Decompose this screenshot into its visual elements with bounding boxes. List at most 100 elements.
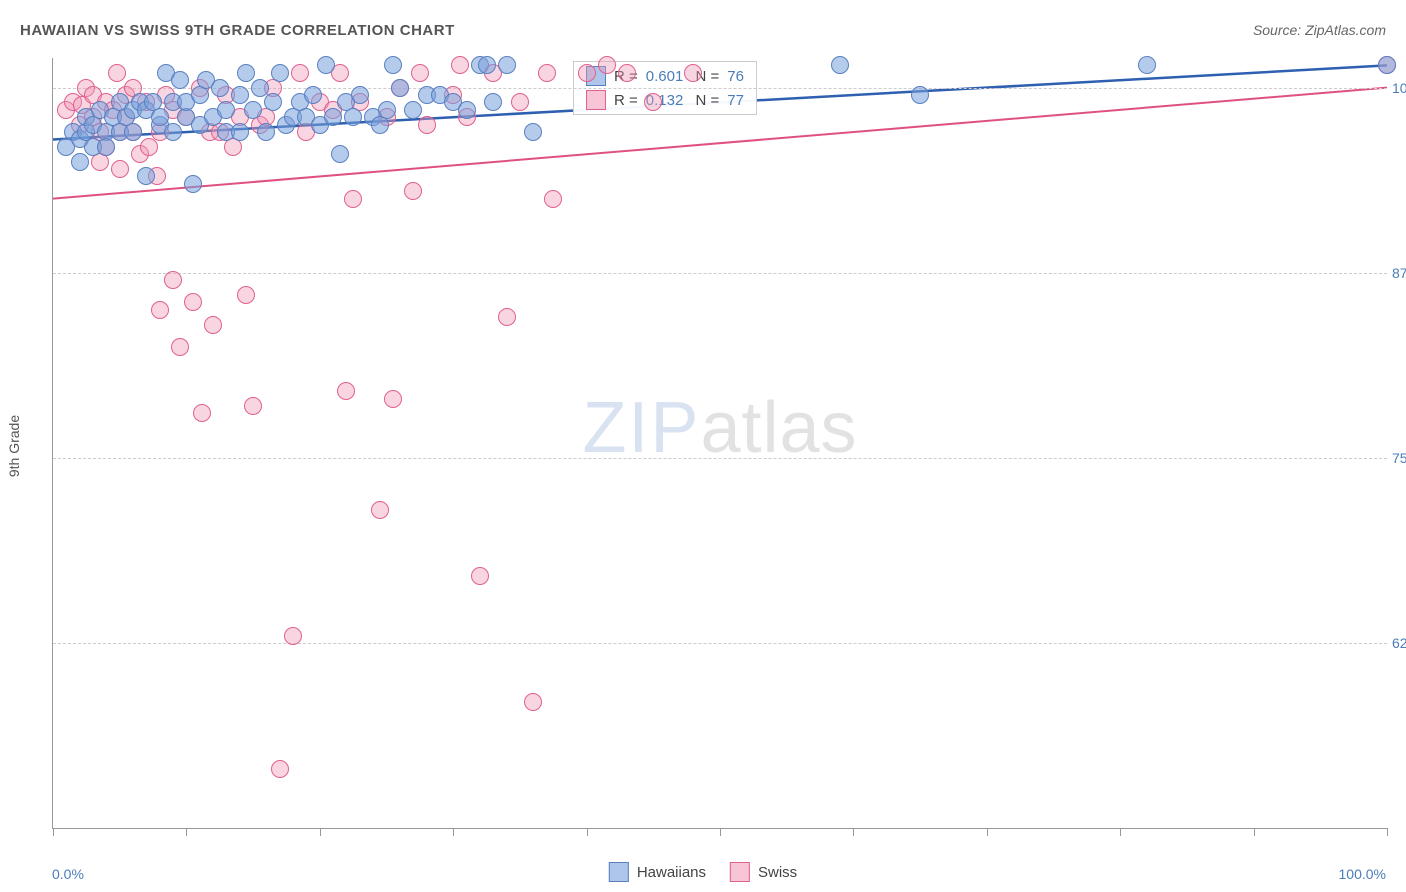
- data-point-b: [184, 293, 202, 311]
- data-point-a: [478, 56, 496, 74]
- xtick: [53, 828, 54, 836]
- data-point-b: [151, 301, 169, 319]
- data-point-a: [231, 123, 249, 141]
- data-point-a: [351, 86, 369, 104]
- data-point-a: [831, 56, 849, 74]
- data-point-a: [237, 64, 255, 82]
- legend-item-b: Swiss: [730, 862, 797, 882]
- x-min-label: 0.0%: [52, 866, 84, 882]
- data-point-b: [511, 93, 529, 111]
- data-point-b: [578, 64, 596, 82]
- data-point-b: [544, 190, 562, 208]
- data-point-b: [171, 338, 189, 356]
- data-point-b: [108, 64, 126, 82]
- chart-container: HAWAIIAN VS SWISS 9TH GRADE CORRELATION …: [0, 0, 1406, 892]
- data-point-a: [498, 56, 516, 74]
- data-point-b: [684, 64, 702, 82]
- data-point-a: [97, 138, 115, 156]
- data-point-b: [193, 404, 211, 422]
- xtick: [186, 828, 187, 836]
- xtick: [1120, 828, 1121, 836]
- data-point-a: [257, 123, 275, 141]
- xtick: [453, 828, 454, 836]
- data-point-a: [124, 123, 142, 141]
- legend-swatch-b: [730, 862, 750, 882]
- data-point-b: [411, 64, 429, 82]
- legend-label-a: Hawaiians: [637, 864, 706, 881]
- data-point-a: [1378, 56, 1396, 74]
- data-point-a: [384, 56, 402, 74]
- data-point-a: [71, 153, 89, 171]
- data-point-b: [498, 308, 516, 326]
- data-point-b: [404, 182, 422, 200]
- watermark-part1: ZIP: [582, 388, 700, 468]
- data-point-a: [251, 79, 269, 97]
- data-point-a: [137, 167, 155, 185]
- data-point-b: [111, 160, 129, 178]
- ytick-label: 75.0%: [1392, 450, 1406, 466]
- data-point-a: [171, 71, 189, 89]
- data-point-b: [538, 64, 556, 82]
- data-point-a: [1138, 56, 1156, 74]
- data-point-a: [484, 93, 502, 111]
- xtick: [587, 828, 588, 836]
- data-point-b: [284, 627, 302, 645]
- data-point-a: [231, 86, 249, 104]
- ytick-label: 62.5%: [1392, 635, 1406, 651]
- legend: Hawaiians Swiss: [609, 862, 797, 882]
- watermark-part2: atlas: [700, 388, 857, 468]
- legend-label-b: Swiss: [758, 864, 797, 881]
- data-point-b: [598, 56, 616, 74]
- data-point-a: [304, 86, 322, 104]
- xtick: [987, 828, 988, 836]
- gridline: [53, 643, 1387, 644]
- stats-row-b: R = 0.132 N = 77: [574, 88, 756, 112]
- data-point-a: [271, 64, 289, 82]
- data-point-b: [451, 56, 469, 74]
- data-point-a: [317, 56, 335, 74]
- data-point-a: [184, 175, 202, 193]
- n-label: N =: [691, 92, 719, 109]
- y-axis-label: 9th Grade: [6, 415, 22, 477]
- x-max-label: 100.0%: [1339, 866, 1386, 882]
- data-point-b: [471, 567, 489, 585]
- data-point-a: [378, 101, 396, 119]
- ytick-label: 100.0%: [1392, 80, 1406, 96]
- data-point-a: [324, 108, 342, 126]
- data-point-a: [211, 79, 229, 97]
- data-point-a: [151, 108, 169, 126]
- data-point-b: [291, 64, 309, 82]
- chart-title: HAWAIIAN VS SWISS 9TH GRADE CORRELATION …: [20, 22, 455, 39]
- gridline: [53, 273, 1387, 274]
- data-point-a: [404, 101, 422, 119]
- r-value-a: 0.601: [646, 68, 684, 85]
- xtick: [1254, 828, 1255, 836]
- data-point-a: [164, 123, 182, 141]
- legend-item-a: Hawaiians: [609, 862, 706, 882]
- xtick: [853, 828, 854, 836]
- data-point-b: [271, 760, 289, 778]
- gridline: [53, 458, 1387, 459]
- trend-lines: [53, 58, 1387, 828]
- data-point-a: [524, 123, 542, 141]
- plot-area: ZIPatlas R = 0.601 N = 76 R = 0.132 N = …: [52, 58, 1387, 829]
- xtick: [720, 828, 721, 836]
- data-point-b: [204, 316, 222, 334]
- data-point-a: [264, 93, 282, 111]
- data-point-b: [644, 93, 662, 111]
- data-point-b: [371, 501, 389, 519]
- data-point-b: [237, 286, 255, 304]
- data-point-a: [244, 101, 262, 119]
- data-point-b: [344, 190, 362, 208]
- swatch-b: [586, 90, 606, 110]
- data-point-a: [911, 86, 929, 104]
- ytick-label: 87.5%: [1392, 265, 1406, 281]
- source-label: Source: ZipAtlas.com: [1253, 22, 1386, 38]
- data-point-b: [244, 397, 262, 415]
- data-point-b: [418, 116, 436, 134]
- data-point-b: [164, 271, 182, 289]
- data-point-a: [331, 145, 349, 163]
- data-point-a: [391, 79, 409, 97]
- legend-swatch-a: [609, 862, 629, 882]
- data-point-a: [217, 101, 235, 119]
